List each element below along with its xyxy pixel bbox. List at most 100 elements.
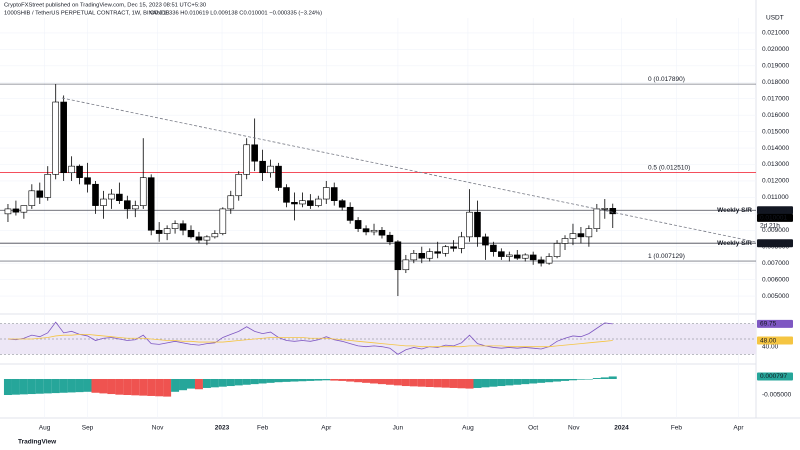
candle-body [291,202,298,205]
candle-body [147,177,155,231]
histogram-bar [600,377,609,379]
candle-body [243,144,250,175]
candle-body [28,190,36,206]
histogram-bar [163,378,172,397]
histogram-bar [99,378,108,394]
histogram-bar [107,378,116,395]
price-box [757,319,793,328]
histogram-bar [194,378,203,390]
y-tick-label: 0.012000 [762,178,789,185]
x-tick-label: Aug [39,425,51,432]
level-label: 0.5 (0.012510) [648,164,690,171]
x-tick-label: 2024 [614,425,629,432]
price-box [757,239,793,248]
histogram-bar [465,378,474,389]
level-label: Weekly S/R [717,207,752,214]
candle-body [354,220,362,229]
candle-body [545,256,553,264]
x-tick-label: Oct [528,425,538,432]
candle-body [362,228,370,233]
candle-body [434,251,441,254]
histogram-bar [115,378,124,395]
x-tick-label: Nov [152,425,164,432]
candle-body [410,252,418,261]
candle-body [426,251,434,259]
candle-body [442,246,449,254]
y-tick-label: 0.011000 [762,194,789,201]
price-box-label: 0.008214 [760,240,787,247]
y-tick-label: 0.021000 [762,30,789,37]
histogram-bar [155,378,164,397]
price-box-label: 0.010220 [760,207,787,214]
candle-body [506,254,513,257]
histogram-bar [553,378,562,382]
candle-body [219,208,227,234]
histogram-bar [242,378,251,385]
histogram-bar [314,378,323,381]
histogram-bar [473,378,482,388]
candle-body [139,177,147,206]
histogram-bar [354,378,363,383]
level-label: Weekly S/R [717,240,752,247]
histogram-bar [43,378,52,394]
candle-body [482,236,489,246]
histogram-bar [449,378,458,388]
candle-body [108,193,115,200]
y-tick-label: 0.018000 [762,79,789,86]
histogram-bar [330,378,339,381]
histogram-bar [322,378,331,381]
candle-body [76,165,83,178]
candle-body [537,259,545,264]
price-box-label: 0.000797 [760,373,787,380]
histogram-bar [457,378,466,389]
candle-body [44,174,52,198]
histogram-bar [521,378,530,385]
histogram-bar [67,378,76,393]
histogram-bar [608,376,617,379]
x-tick-label: Apr [321,425,332,432]
histogram-bar [401,378,410,387]
candle-body [386,234,394,243]
y-tick-label: 0.014000 [762,145,789,152]
histogram-bar [489,378,498,387]
candle-body [171,223,179,229]
y-tick-label: 0.020000 [762,46,789,53]
histogram-bar [51,378,60,394]
candle-body [609,208,617,215]
candle-body [458,236,465,249]
candle-body [187,229,195,238]
histogram-bar [19,378,28,395]
candle-body [521,254,529,259]
candle-body [394,241,402,271]
candle-body [450,246,457,249]
candle-body [227,195,235,210]
y-tick-label: 0.015000 [762,128,789,135]
candle-body [251,144,258,162]
y-tick-label: 0.017000 [762,95,789,102]
candle-body [259,160,266,174]
histogram-bar [290,378,299,382]
price-box-label: 69.75 [760,321,777,328]
histogram-bar [346,378,355,382]
histogram-bar [561,378,570,381]
histogram-bar [298,378,307,382]
price-box-label: 48.00 [760,337,777,344]
price-box [757,372,793,381]
x-tick-label: Feb [671,425,683,432]
histogram-bar [377,378,386,385]
histogram-bar [481,378,490,388]
candle-body [418,252,426,259]
histogram-bar [393,378,402,386]
histogram-bar [385,378,394,385]
histogram-bar [59,378,68,393]
histogram-bar [282,378,291,382]
candle-body [12,208,20,213]
level-label: 0 (0.017890) [648,76,685,83]
candle-body [529,254,537,261]
candle-body [490,244,497,252]
candle-body [100,198,107,206]
candle-body [338,200,346,208]
histogram-bar [3,378,12,396]
